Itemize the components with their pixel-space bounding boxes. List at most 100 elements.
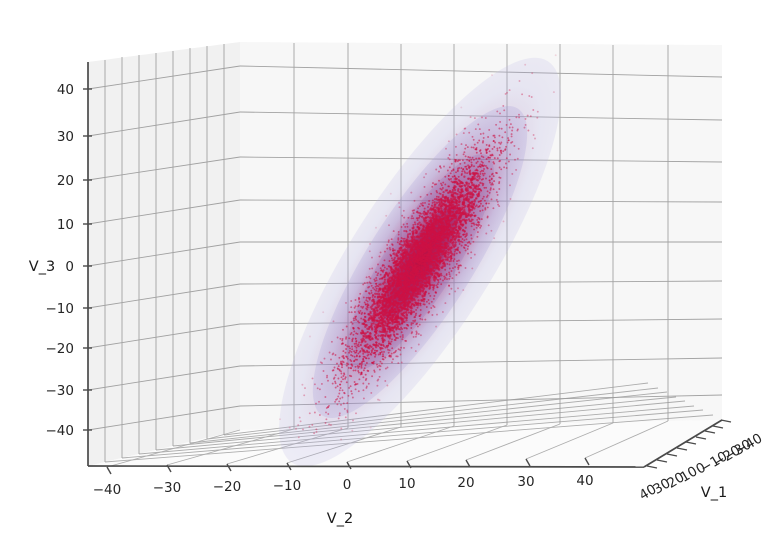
scatter-point [354, 369, 357, 372]
scatter-point [390, 284, 393, 287]
scatter-point [408, 232, 412, 236]
scatter-point [454, 145, 457, 148]
scatter-point [478, 194, 481, 197]
scatter-point [528, 95, 531, 97]
scatter-point [389, 342, 392, 345]
scatter-point [491, 183, 494, 186]
scatter-point [341, 364, 344, 366]
scatter-point [382, 338, 385, 341]
scatter-point [451, 217, 454, 220]
scatter-point [455, 262, 458, 265]
scatter-point [468, 131, 471, 134]
scatter-point [444, 268, 447, 271]
scatter-point [396, 295, 400, 298]
scatter-point [441, 237, 444, 241]
scatter-point [318, 400, 320, 403]
scatter-point [346, 345, 349, 348]
scatter-point [367, 317, 371, 320]
scatter-point [423, 274, 426, 278]
scatter-point [385, 317, 389, 321]
scatter-point [457, 203, 460, 207]
scatter-point [426, 222, 429, 225]
scatter-point [486, 166, 488, 169]
scatter-point [450, 162, 453, 165]
scatter-point [435, 168, 438, 171]
scatter-point [449, 250, 453, 253]
scatter-point [492, 140, 495, 142]
scatter-point [450, 246, 453, 249]
scatter-point [490, 229, 493, 232]
scatter-point [478, 217, 481, 220]
tick-label-v1: 40 [636, 481, 659, 504]
scatter-point [454, 207, 457, 210]
scatter-point [329, 423, 332, 426]
scatter-point [447, 214, 450, 218]
scatter-point [434, 257, 438, 261]
scatter-point [356, 332, 359, 335]
scatter-point [415, 217, 418, 220]
scatter-point [420, 212, 422, 215]
scatter-point [470, 256, 473, 259]
scatter-point [483, 186, 486, 189]
scatter-point [332, 377, 335, 380]
scatter-point [396, 263, 399, 266]
scatter-point [481, 209, 484, 212]
scatter-point [483, 172, 486, 175]
scatter-point [423, 262, 427, 265]
scatter-point [327, 413, 330, 415]
scatter-point [382, 358, 385, 361]
scatter-point [444, 250, 448, 253]
scatter-point [429, 262, 432, 266]
scatter-point [455, 198, 458, 202]
scatter-point [340, 376, 343, 379]
scatter-point [475, 151, 478, 154]
scatter-point [429, 218, 432, 221]
scatter-point [324, 396, 327, 398]
scatter-point [417, 304, 420, 307]
scatter-point [309, 335, 311, 338]
scatter-point [508, 89, 511, 92]
scatter-point [375, 271, 377, 274]
scatter-point [384, 321, 387, 325]
scatter-point [430, 192, 433, 195]
scatter-point [370, 349, 374, 352]
scatter-point [414, 223, 417, 226]
scatter-point [397, 233, 400, 236]
scatter-point [382, 324, 385, 327]
scatter-point [421, 318, 424, 321]
scatter-point [473, 117, 476, 120]
scatter-point [399, 335, 402, 338]
scatter-point [536, 116, 539, 119]
scatter-point [397, 348, 400, 351]
tick-label-v2: −10 [273, 478, 302, 494]
scatter-point [386, 291, 389, 294]
scatter-point [481, 205, 484, 207]
scatter-point [400, 302, 404, 305]
scatter-point [422, 297, 425, 301]
scatter-point [386, 243, 389, 246]
scatter-point [355, 340, 358, 343]
scatter-point [389, 280, 392, 283]
scatter-point [362, 352, 365, 355]
scatter-point [490, 183, 493, 186]
scatter-point [400, 361, 403, 364]
scatter-point [440, 201, 443, 204]
scatter-point [441, 213, 445, 217]
scatter-point [423, 271, 426, 275]
scatter-point [440, 242, 443, 246]
scatter-point [461, 229, 465, 232]
tick-label-v2: 40 [576, 473, 593, 489]
scatter-point [418, 315, 421, 317]
scatter-point [437, 244, 441, 247]
scatter-point [420, 274, 423, 278]
scatter-point [302, 428, 304, 431]
scatter-point [343, 373, 346, 376]
scatter-point [410, 217, 413, 220]
tick-label-v1: −40 [733, 430, 766, 458]
scatter-point [436, 228, 440, 231]
scatter-point [454, 244, 457, 248]
scatter-point [443, 197, 447, 200]
scatter-point [368, 292, 371, 295]
scatter-point [408, 253, 411, 256]
scatter-point [440, 274, 443, 277]
